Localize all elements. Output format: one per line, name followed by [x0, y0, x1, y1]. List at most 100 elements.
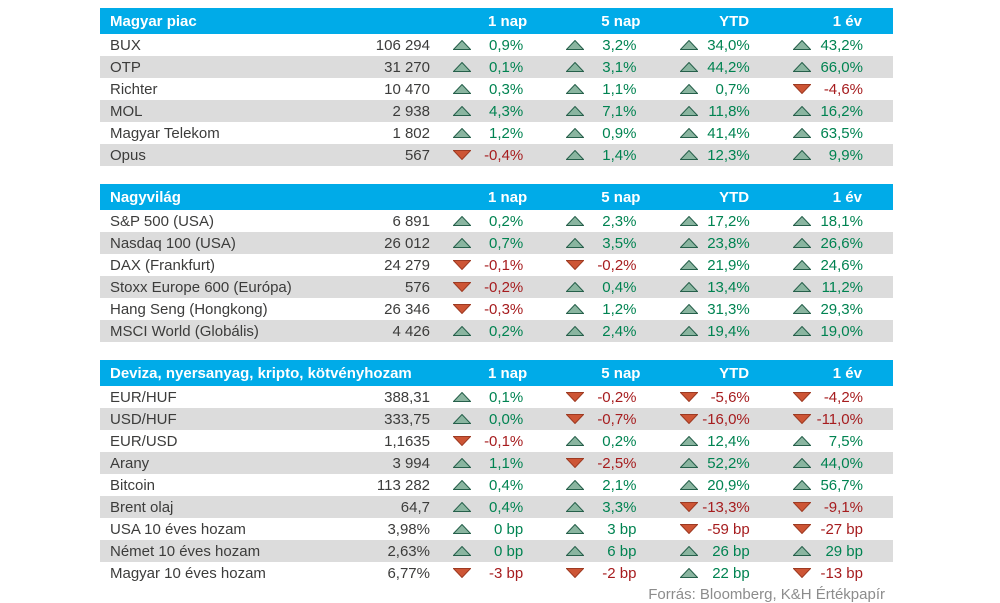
change-value: -2,5% — [597, 454, 637, 472]
table-row: Stoxx Europe 600 (Európa) 576 -0,2% 0,4% 13,… — [100, 276, 893, 298]
change-cell-YTD: 34,0% — [667, 34, 780, 56]
column-header-3: YTD — [719, 364, 750, 382]
instrument-name: OTP — [110, 58, 141, 76]
change-cell-1nap: -0,2% — [440, 276, 553, 298]
section-nagyvilag: Nagyvilág 1 nap 5 nap YTD 1 év S&P 500 (USA) 6… — [100, 184, 893, 342]
change-cell-5nap: -0,2% — [553, 254, 666, 276]
triangle-up-icon — [453, 84, 471, 94]
change-value: 3,5% — [602, 234, 637, 252]
instrument-name: Stoxx Europe 600 (Európa) — [110, 278, 292, 296]
change-cell-5nap: -2,5% — [553, 452, 666, 474]
instrument-value: 26 346 — [384, 300, 430, 318]
triangle-down-icon — [566, 458, 585, 468]
table-row: MOL 2 938 4,3% 7,1% 11,8% 16,2% — [100, 100, 893, 122]
change-value: 20,9% — [707, 476, 750, 494]
change-value: -5,6% — [710, 388, 750, 406]
instrument-name: Opus — [110, 146, 146, 164]
change-cell-5nap: 3,2% — [553, 34, 666, 56]
change-value: -0,4% — [484, 146, 524, 164]
triangle-up-icon — [792, 62, 811, 72]
change-value: 13,4% — [707, 278, 750, 296]
triangle-up-icon — [566, 436, 585, 446]
change-cell-1nap: 0,9% — [440, 34, 553, 56]
instrument-value: 567 — [404, 146, 430, 164]
change-cell-YTD: 21,9% — [667, 254, 780, 276]
column-header-1: 1 nap — [488, 364, 528, 382]
triangle-up-icon — [679, 568, 698, 578]
triangle-up-icon — [566, 524, 585, 534]
change-value: 19,0% — [820, 322, 863, 340]
change-cell-1év: 43,2% — [780, 34, 893, 56]
change-cell-1nap: 0 bp — [440, 540, 553, 562]
triangle-up-icon — [792, 40, 811, 50]
column-header-1: 1 nap — [488, 188, 528, 206]
instrument-value: 1,1635 — [384, 432, 430, 450]
change-cell-1nap: 0,2% — [440, 320, 553, 342]
column-header-1: 1 nap — [488, 12, 528, 30]
change-value: 1,2% — [602, 300, 637, 318]
triangle-down-icon — [566, 414, 585, 424]
change-cell-YTD: 41,4% — [667, 122, 780, 144]
change-value: 0,4% — [489, 476, 524, 494]
change-value: 3,3% — [602, 498, 637, 516]
change-value: 9,9% — [828, 146, 863, 164]
change-cell-5nap: -2 bp — [553, 562, 666, 584]
change-value: 3,2% — [602, 36, 637, 54]
change-value: 12,4% — [707, 432, 750, 450]
change-value: 3,1% — [602, 58, 637, 76]
change-cell-1nap: -0,1% — [440, 430, 553, 452]
change-cell-1nap: 0,2% — [440, 210, 553, 232]
change-cell-1nap: -0,3% — [440, 298, 553, 320]
instrument-value: 333,75 — [384, 410, 430, 428]
change-value: 17,2% — [707, 212, 750, 230]
table-row: DAX (Frankfurt) 24 279 -0,1% -0,2% 21,9% 24,6… — [100, 254, 893, 276]
triangle-up-icon — [792, 436, 811, 446]
triangle-down-icon — [679, 414, 698, 424]
table-row: USD/HUF 333,75 0,0% -0,7% -16,0% -11,0% — [100, 408, 893, 430]
triangle-up-icon — [453, 502, 471, 512]
triangle-up-icon — [453, 62, 471, 72]
change-value: 1,1% — [602, 80, 637, 98]
triangle-up-icon — [792, 128, 811, 138]
change-cell-YTD: 12,4% — [667, 430, 780, 452]
triangle-up-icon — [453, 546, 471, 556]
change-value: 44,2% — [707, 58, 750, 76]
section-title: Deviza, nyersanyag, kripto, kötvényhozam — [110, 364, 412, 382]
instrument-value: 26 012 — [384, 234, 430, 252]
instrument-name: USA 10 éves hozam — [110, 520, 246, 538]
triangle-down-icon — [792, 84, 811, 94]
table-row: Magyar Telekom 1 802 1,2% 0,9% 41,4% 63,5% — [100, 122, 893, 144]
triangle-up-icon — [566, 150, 585, 160]
change-cell-1nap: -3 bp — [440, 562, 553, 584]
instrument-value: 10 470 — [384, 80, 430, 98]
change-cell-1év: 9,9% — [780, 144, 893, 166]
change-value: -4,2% — [823, 388, 863, 406]
change-value: 56,7% — [820, 476, 863, 494]
triangle-up-icon — [453, 480, 471, 490]
change-cell-1nap: 0,3% — [440, 78, 553, 100]
change-value: 41,4% — [707, 124, 750, 142]
triangle-up-icon — [792, 106, 811, 116]
change-cell-1év: 63,5% — [780, 122, 893, 144]
change-value: 44,0% — [820, 454, 863, 472]
triangle-up-icon — [679, 436, 698, 446]
triangle-up-icon — [679, 304, 698, 314]
triangle-up-icon — [792, 458, 811, 468]
change-cell-YTD: 17,2% — [667, 210, 780, 232]
change-cell-YTD: -16,0% — [667, 408, 780, 430]
change-value: 0,2% — [489, 212, 524, 230]
change-cell-YTD: -13,3% — [667, 496, 780, 518]
triangle-up-icon — [792, 238, 811, 248]
change-cell-YTD: 31,3% — [667, 298, 780, 320]
triangle-down-icon — [566, 568, 585, 578]
change-value: 11,8% — [708, 102, 750, 120]
change-value: 43,2% — [820, 36, 863, 54]
triangle-up-icon — [453, 458, 471, 468]
triangle-down-icon — [453, 568, 471, 578]
triangle-up-icon — [679, 282, 698, 292]
change-value: 0 bp — [494, 542, 524, 560]
change-cell-5nap: 1,2% — [553, 298, 666, 320]
instrument-value: 113 282 — [376, 476, 430, 494]
change-value: 22 bp — [712, 564, 750, 582]
change-cell-1nap: 0,4% — [440, 474, 553, 496]
